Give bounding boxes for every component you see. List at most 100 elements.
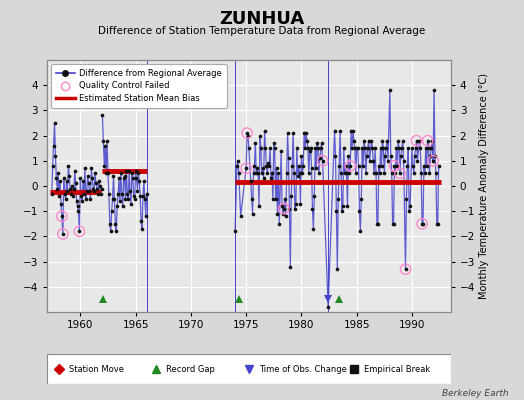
Point: [365, 158, 374, 164]
Point: [287, 193, 296, 199]
Point: [406, 203, 414, 209]
Point: [294, 163, 303, 169]
Point: [319, 158, 327, 164]
Point: [111, 221, 119, 227]
Point: [349, 127, 357, 134]
Point: [275, 221, 283, 227]
Point: [113, 203, 122, 209]
Point: [278, 203, 286, 209]
Point: [337, 170, 345, 177]
Point: [302, 130, 310, 136]
Point: [383, 138, 391, 144]
Point: [286, 264, 294, 270]
Point: [425, 170, 434, 177]
Point: [426, 152, 434, 159]
Point: [319, 158, 327, 164]
Point: [87, 165, 95, 172]
Point: [353, 145, 362, 151]
Point: [89, 185, 97, 192]
Point: [410, 170, 418, 177]
Point: [130, 195, 139, 202]
Point: [316, 145, 325, 151]
Point: [346, 163, 354, 169]
Point: [264, 160, 272, 166]
Point: [403, 163, 411, 169]
Point: [114, 190, 122, 197]
Point: [336, 127, 344, 134]
Point: [396, 170, 404, 177]
Point: [126, 188, 134, 194]
Point: [121, 195, 129, 202]
Point: [330, 127, 339, 134]
Point: [52, 175, 61, 182]
Point: [49, 142, 58, 149]
Point: [257, 145, 265, 151]
Point: [375, 163, 383, 169]
Point: [381, 152, 389, 159]
Point: [277, 148, 286, 154]
Y-axis label: Monthly Temperature Anomaly Difference (°C): Monthly Temperature Anomaly Difference (…: [479, 73, 489, 299]
Point: [310, 193, 319, 199]
Point: [59, 231, 67, 237]
Point: [121, 173, 129, 179]
Point: [423, 138, 432, 144]
Point: [391, 170, 400, 177]
Point: [352, 170, 360, 177]
Point: [138, 226, 146, 232]
Point: [84, 180, 93, 187]
Point: [242, 165, 250, 172]
Point: [301, 145, 309, 151]
Point: [389, 221, 398, 227]
Point: [86, 195, 95, 202]
Point: [380, 170, 388, 177]
Point: [90, 188, 99, 194]
Point: [396, 170, 404, 177]
Point: [332, 208, 341, 214]
Point: [133, 188, 141, 194]
Point: [108, 195, 117, 202]
Point: [134, 170, 143, 177]
Point: [129, 193, 138, 199]
Point: [263, 170, 271, 177]
Point: [417, 170, 425, 177]
Point: [80, 190, 88, 197]
Point: [71, 168, 79, 174]
Point: [242, 165, 250, 172]
Point: [82, 195, 90, 202]
Point: [304, 145, 312, 151]
Point: [307, 145, 315, 151]
Point: [57, 200, 65, 207]
Point: [231, 228, 239, 234]
Point: [402, 195, 411, 202]
Point: [297, 152, 305, 159]
Point: [415, 138, 423, 144]
Point: [65, 173, 73, 179]
Point: [288, 163, 297, 169]
Point: [311, 145, 320, 151]
Point: [273, 210, 281, 217]
Point: [62, 178, 71, 184]
Point: [236, 213, 245, 220]
Point: [235, 170, 243, 177]
Point: [79, 178, 88, 184]
Point: [106, 221, 114, 227]
Point: [432, 170, 440, 177]
Point: [412, 138, 421, 144]
Point: [248, 210, 257, 217]
Point: [422, 145, 430, 151]
Point: [68, 183, 76, 189]
Point: [384, 158, 392, 164]
Point: [315, 170, 323, 177]
Point: [397, 152, 405, 159]
Point: [347, 127, 355, 134]
Point: [95, 178, 103, 184]
Point: [279, 210, 287, 217]
Point: [362, 170, 370, 177]
Point: [102, 170, 110, 177]
Point: [408, 145, 416, 151]
Point: [255, 203, 263, 209]
Point: [413, 158, 422, 164]
Point: [272, 165, 281, 172]
Point: [92, 180, 100, 187]
Point: [296, 200, 304, 207]
